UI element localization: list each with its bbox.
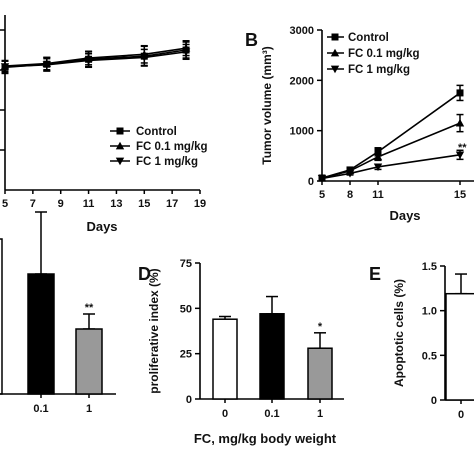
- panel-a: 5 7 9 11 13 15 17 19 Days Control FC 0.1 mg/kg FC 1…: [0, 15, 208, 234]
- panel-b-legend-marker: [330, 65, 340, 74]
- panel-b-y-tick-label: 3000: [290, 25, 314, 37]
- panel-e-y-axis-label: Apoptotic cells (%): [392, 279, 406, 387]
- panel-a-x-tick-label: 13: [110, 198, 122, 210]
- panel-b-legend-marker: [330, 48, 340, 57]
- panel-a-x-tick-label: 7: [30, 198, 36, 210]
- panel-d-y-axis-label: proliferative index (%): [147, 268, 161, 393]
- panel-d-y-tick-label: 75: [180, 258, 192, 270]
- panel-a-x-axis-label: Days: [86, 219, 117, 234]
- panel-c-x-tick-label: 1: [86, 403, 92, 415]
- panel-a-legend-marker: [115, 157, 125, 166]
- panel-b-data-point: [373, 152, 383, 161]
- panel-b-series-line: [321, 122, 461, 180]
- panel-b-x-tick-label: 15: [454, 189, 466, 201]
- panel-d-y-tick-label: 0: [186, 394, 192, 406]
- panel-b-y-tick-label: 1000: [290, 126, 314, 138]
- panel-c-bar: [27, 273, 55, 395]
- panel-d-x-tick-label: 1: [317, 408, 323, 420]
- panel-b-data-point: [456, 89, 464, 97]
- panel-d-y-tick-label: 25: [180, 349, 192, 361]
- panel-a-series-line: [4, 47, 187, 67]
- panel-a-legend-label: Control: [136, 126, 177, 138]
- panel-a-x-tick-label: 5: [2, 198, 8, 210]
- panel-b-x-axis-label: Days: [389, 208, 420, 223]
- panel-d-bar: [307, 347, 333, 400]
- panel-d-significance: *: [318, 321, 323, 333]
- panel-e-bar: [445, 292, 474, 401]
- panel-d-bar: [259, 313, 285, 400]
- panel-c: 0.1 1 **: [0, 211, 116, 415]
- panel-b-y-tick-label: 0: [308, 176, 314, 188]
- panel-b-y-tick-label: 2000: [290, 75, 314, 87]
- panel-c-x-tick-label: 0.1: [33, 403, 48, 415]
- panel-b-x-tick-label: 5: [319, 189, 325, 201]
- panel-b-legend-marker: [331, 33, 339, 41]
- panel-e-y-tick-label: 0: [431, 395, 437, 407]
- panel-b-data-point: [345, 170, 355, 178]
- panel-b-label: B: [245, 30, 258, 50]
- panel-e: E 0 0.5 1.0 1.5 Apoptotic cells (%) 0: [369, 261, 474, 421]
- panel-d-bar: [212, 318, 238, 400]
- panel-b-data-point: [374, 148, 382, 156]
- panel-d-x-tick-label: 0: [222, 408, 228, 420]
- panel-a-legend-marker: [115, 141, 125, 150]
- panel-a-x-tick-label: 17: [166, 198, 178, 210]
- panel-b: B 0 1000 2000 3000 5 8 11 15 Days Tumor volume (mm…: [245, 25, 474, 223]
- panel-b-significance: **: [458, 142, 467, 154]
- panel-b-legend-label: FC 0.1 mg/kg: [348, 48, 420, 60]
- panel-b-data-point: [455, 118, 465, 127]
- panel-b-legend-label: Control: [348, 32, 389, 44]
- panel-c-significance: **: [85, 302, 94, 314]
- panel-b-data-point: [317, 175, 327, 183]
- panel-a-data-point: [0, 63, 10, 71]
- panel-e-y-tick-label: 0.5: [422, 350, 437, 362]
- panel-a-x-tick-label: 9: [58, 198, 64, 210]
- panel-b-data-point: [373, 163, 383, 172]
- panel-d-label: D: [138, 264, 151, 284]
- shared-x-label: FC, mg/kg body weight: [194, 431, 337, 446]
- panel-c-bar-partial: [0, 238, 3, 395]
- panel-d-y-tick-label: 50: [180, 303, 192, 315]
- panel-a-data-point: [140, 54, 149, 62]
- panel-b-x-tick-label: 8: [347, 189, 353, 201]
- panel-d-x-tick-label: 0.1: [264, 408, 279, 420]
- panel-a-data-point: [84, 57, 93, 65]
- panel-b-x-tick-label: 11: [372, 189, 384, 201]
- panel-d: D 0 25 50 75 proliferative index (%) 0 0.1 1 *: [138, 258, 344, 420]
- panel-e-y-tick-label: 1.5: [422, 261, 437, 273]
- panel-a-legend-label: FC 0.1 mg/kg: [136, 141, 208, 153]
- panel-a-x-tick-label: 11: [83, 198, 95, 210]
- panel-e-y-tick-label: 1.0: [422, 306, 437, 318]
- panel-b-y-axis-label: Tumor volume (mm³): [260, 46, 274, 164]
- panel-b-data-point: [455, 151, 465, 160]
- panel-e-x-tick-label: 0: [458, 409, 464, 421]
- panel-b-legend-label: FC 1 mg/kg: [348, 64, 410, 76]
- panel-e-label: E: [369, 264, 381, 284]
- panel-a-data-point: [181, 48, 191, 57]
- panel-a-x-tick-label: 15: [138, 198, 150, 210]
- panel-a-legend-label: FC 1 mg/kg: [136, 156, 198, 168]
- panel-b-series-line: [321, 154, 461, 180]
- panel-c-bar: [75, 328, 103, 395]
- panel-a-legend-marker: [116, 127, 124, 135]
- panel-a-x-tick-label: 19: [194, 198, 206, 210]
- panel-a-data-point: [42, 61, 51, 70]
